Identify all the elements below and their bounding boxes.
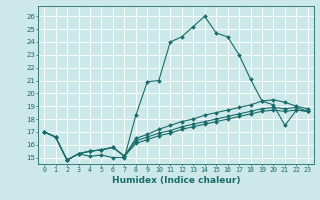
X-axis label: Humidex (Indice chaleur): Humidex (Indice chaleur) (112, 176, 240, 185)
